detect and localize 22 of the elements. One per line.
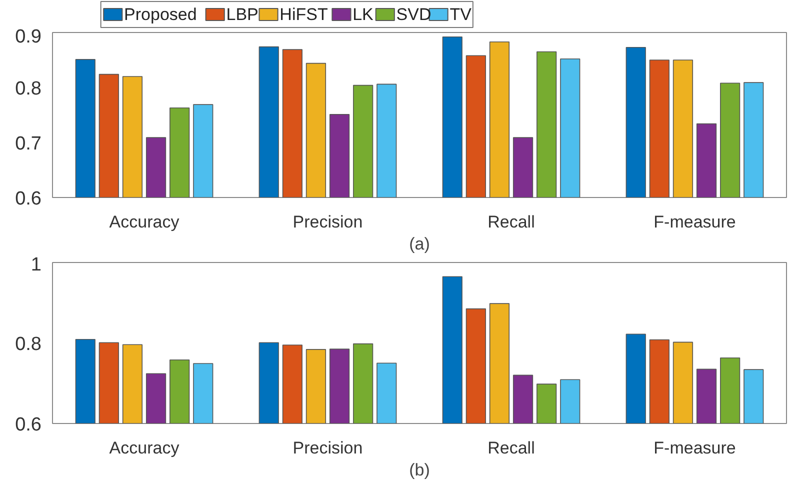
x-axis-title: (a) (409, 234, 430, 254)
x-axis-title: (b) (409, 460, 430, 480)
y-tick-label: 0.7 (15, 134, 42, 154)
legend-label: LBP (226, 5, 258, 24)
legend-label: TV (450, 5, 472, 24)
y-tick-label: 0.9 (15, 26, 42, 48)
x-tick-label: Recall (488, 438, 535, 458)
x-tick-label: Precision (292, 438, 363, 458)
x-tick-label: Accuracy (109, 438, 180, 458)
legend-label: Proposed (124, 5, 197, 24)
x-tick-label: Precision (292, 212, 363, 232)
y-tick-label: 1 (30, 254, 42, 276)
x-tick-label: F-measure (654, 212, 736, 232)
y-tick-label: 0.6 (15, 414, 42, 436)
legend-label: LK (352, 5, 374, 24)
y-tick-label: 0.8 (15, 334, 42, 355)
y-tick-label: 0.8 (15, 78, 42, 100)
legend-label: HiFST (280, 5, 328, 24)
x-tick-label: Accuracy (109, 212, 180, 232)
y-tick-label: 0.6 (15, 188, 42, 210)
x-tick-label: F-measure (654, 438, 736, 458)
x-tick-label: Recall (488, 212, 535, 232)
